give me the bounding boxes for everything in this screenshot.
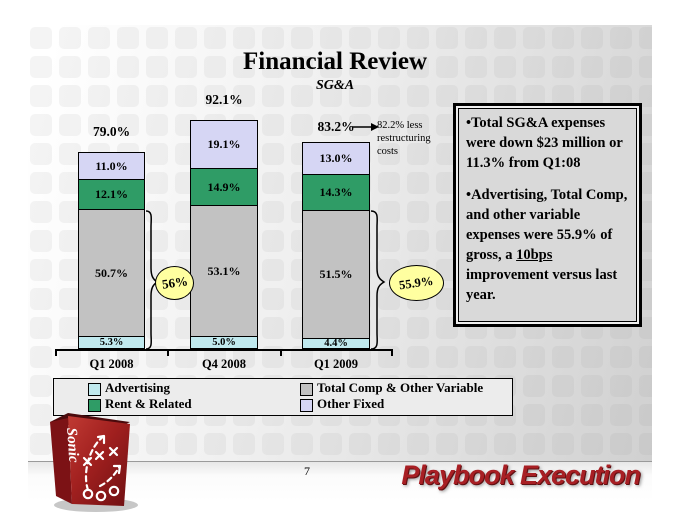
chart-legend bbox=[53, 378, 513, 416]
bar1-segment-advertising: 5.3% bbox=[78, 336, 145, 349]
callout-56: 56% bbox=[155, 266, 194, 300]
legend-label-other-fixed: Other Fixed bbox=[317, 396, 385, 411]
annotation-line: restructuring bbox=[377, 133, 431, 144]
bar3-segment-advertising: 4.4% bbox=[302, 338, 370, 349]
commentary-p2-text: •Advertising, Total Comp, and other vari… bbox=[466, 187, 628, 263]
commentary-p2-tail: improvement versus last year. bbox=[466, 267, 618, 303]
legend-swatch-other-fixed bbox=[300, 399, 313, 412]
segment-label: 19.1% bbox=[207, 137, 241, 151]
page-title: Financial Review bbox=[242, 48, 427, 75]
segment-label: 12.1% bbox=[95, 187, 128, 201]
category-q1-2009: Q1 2009 bbox=[313, 357, 359, 371]
x-axis bbox=[55, 349, 393, 351]
bar-q4-2008: 19.1% 14.9% 53.1% 5.0% bbox=[190, 120, 258, 349]
segment-label: 5.0% bbox=[212, 337, 236, 348]
segment-label: 50.7% bbox=[95, 265, 128, 280]
bar3-segment-other-fixed: 13.0% bbox=[302, 142, 370, 175]
bar2-segment-total-comp: 53.1% bbox=[190, 205, 258, 337]
commentary-box: •Total SG&A expenses were down $23 milli… bbox=[453, 103, 642, 327]
playbook-execution-wordmark: Playbook Execution bbox=[401, 460, 641, 490]
bar2-segment-rent-related: 14.9% bbox=[190, 168, 258, 206]
logo-front-face bbox=[68, 416, 130, 506]
commentary-box-inner: •Total SG&A expenses were down $23 milli… bbox=[458, 108, 637, 322]
legend-swatch-total-comp bbox=[300, 383, 313, 396]
bar1-total-label: 79.0% bbox=[92, 124, 131, 139]
annotation-line: 82.2% less bbox=[377, 120, 423, 131]
axis-tick bbox=[167, 351, 169, 356]
segment-label: 14.9% bbox=[207, 179, 241, 194]
callout-55-9: 55.9% bbox=[389, 265, 444, 301]
segment-label: 11.0% bbox=[95, 158, 128, 173]
bar2-total-label: 92.1% bbox=[205, 92, 243, 107]
page-subtitle: SG&A bbox=[315, 78, 355, 93]
logo-spine bbox=[50, 418, 72, 504]
category-q4-2008: Q4 2008 bbox=[201, 357, 247, 371]
bar-q1-2008: 11.0% 12.1% 50.7% 5.3% bbox=[78, 152, 145, 349]
footer-strip bbox=[28, 461, 652, 501]
restructuring-annotation: 82.2% less restructuring costs bbox=[377, 119, 457, 158]
bar3-segment-rent-related: 14.3% bbox=[302, 174, 370, 211]
bar1-segment-other-fixed: 11.0% bbox=[78, 152, 145, 180]
bar2-segment-advertising: 5.0% bbox=[190, 336, 258, 349]
segment-label: 14.3% bbox=[319, 185, 353, 199]
segment-label: 5.3% bbox=[99, 337, 124, 348]
segment-label: 4.4% bbox=[324, 338, 348, 349]
category-q1-2008: Q1 2008 bbox=[89, 357, 134, 371]
legend-label-rent-related: Rent & Related bbox=[105, 396, 192, 411]
legend-swatch-rent-related bbox=[88, 399, 101, 412]
bar3-total-label: 83.2% bbox=[317, 119, 355, 134]
axis-tick bbox=[280, 351, 282, 356]
sonic-logo: Sonic bbox=[50, 413, 138, 512]
bar3-segment-total-comp: 51.5% bbox=[302, 210, 370, 339]
legend-label-advertising: Advertising bbox=[105, 380, 170, 395]
bar1-segment-total-comp: 50.7% bbox=[78, 209, 145, 337]
commentary-paragraph-2: •Advertising, Total Comp, and other vari… bbox=[466, 185, 629, 305]
commentary-paragraph-1: •Total SG&A expenses were down $23 milli… bbox=[466, 115, 623, 171]
playbook-diagram-icon bbox=[82, 434, 122, 502]
commentary-p2-underlined: 10bps bbox=[516, 247, 553, 263]
callout-label: 55.9% bbox=[398, 273, 435, 292]
bar2-segment-other-fixed: 19.1% bbox=[190, 120, 258, 169]
axis-tick bbox=[55, 351, 57, 356]
legend-swatch-advertising bbox=[88, 383, 101, 396]
page-number: 7 bbox=[304, 464, 310, 478]
segment-label: 13.0% bbox=[319, 151, 353, 165]
axis-tick bbox=[391, 351, 393, 356]
bar1-segment-rent-related: 12.1% bbox=[78, 179, 145, 210]
bar-q1-2009: 13.0% 14.3% 51.5% 4.4% bbox=[302, 142, 370, 349]
segment-label: 51.5% bbox=[319, 267, 353, 281]
callout-label: 56% bbox=[160, 273, 189, 292]
annotation-line: costs bbox=[377, 146, 398, 157]
segment-label: 53.1% bbox=[207, 263, 241, 278]
logo-sonic-text: Sonic bbox=[63, 427, 81, 463]
legend-label-total-comp: Total Comp & Other Variable bbox=[317, 380, 484, 395]
